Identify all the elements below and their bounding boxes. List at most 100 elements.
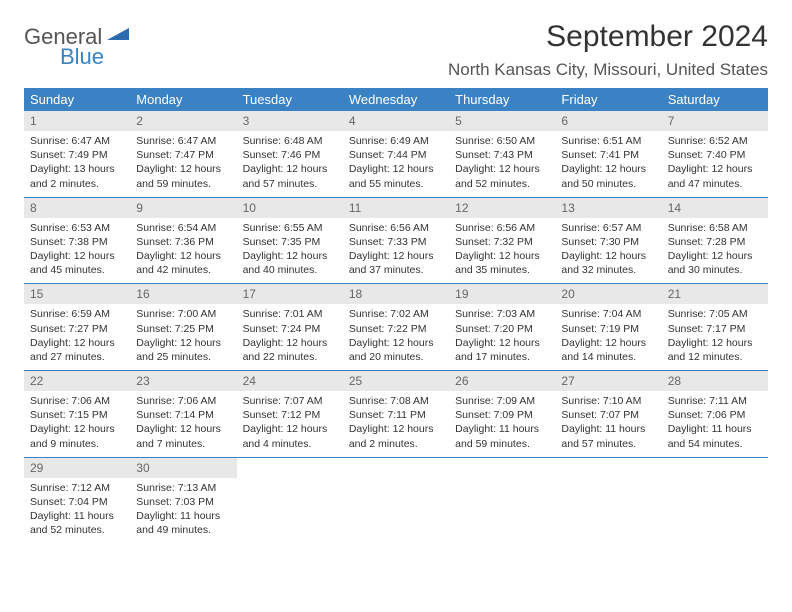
sunset-line: Sunset: 7:27 PM: [30, 322, 124, 336]
day-cell: 13Sunrise: 6:57 AMSunset: 7:30 PMDayligh…: [555, 198, 661, 284]
sunrise-line: Sunrise: 6:56 AM: [455, 221, 549, 235]
daylight-line: Daylight: 11 hours and 49 minutes.: [136, 509, 230, 537]
sunset-line: Sunset: 7:46 PM: [243, 148, 337, 162]
daylight-line: Daylight: 11 hours and 52 minutes.: [30, 509, 124, 537]
day-body: Sunrise: 7:06 AMSunset: 7:14 PMDaylight:…: [130, 391, 236, 457]
daylight-line: Daylight: 12 hours and 47 minutes.: [668, 162, 762, 190]
daylight-line: Daylight: 12 hours and 20 minutes.: [349, 336, 443, 364]
day-cell: 17Sunrise: 7:01 AMSunset: 7:24 PMDayligh…: [237, 284, 343, 370]
daylight-line: Daylight: 12 hours and 55 minutes.: [349, 162, 443, 190]
day-cell: 15Sunrise: 6:59 AMSunset: 7:27 PMDayligh…: [24, 284, 130, 370]
sunset-line: Sunset: 7:44 PM: [349, 148, 443, 162]
sunrise-line: Sunrise: 6:55 AM: [243, 221, 337, 235]
sunset-line: Sunset: 7:09 PM: [455, 408, 549, 422]
day-body: Sunrise: 6:59 AMSunset: 7:27 PMDaylight:…: [24, 304, 130, 370]
sunrise-line: Sunrise: 6:51 AM: [561, 134, 655, 148]
sunrise-line: Sunrise: 6:47 AM: [30, 134, 124, 148]
day-body: Sunrise: 6:47 AMSunset: 7:47 PMDaylight:…: [130, 131, 236, 197]
sunset-line: Sunset: 7:25 PM: [136, 322, 230, 336]
location: North Kansas City, Missouri, United Stat…: [448, 60, 768, 80]
day-body: Sunrise: 7:05 AMSunset: 7:17 PMDaylight:…: [662, 304, 768, 370]
day-header: Tuesday: [237, 88, 343, 111]
day-header: Sunday: [24, 88, 130, 111]
calendar: SundayMondayTuesdayWednesdayThursdayFrid…: [24, 88, 768, 543]
day-body: Sunrise: 7:02 AMSunset: 7:22 PMDaylight:…: [343, 304, 449, 370]
month-title: September 2024: [448, 20, 768, 54]
day-cell: 2Sunrise: 6:47 AMSunset: 7:47 PMDaylight…: [130, 111, 236, 197]
day-body: Sunrise: 6:54 AMSunset: 7:36 PMDaylight:…: [130, 218, 236, 284]
daylight-line: Daylight: 12 hours and 22 minutes.: [243, 336, 337, 364]
day-number: 10: [237, 198, 343, 218]
daylight-line: Daylight: 12 hours and 45 minutes.: [30, 249, 124, 277]
day-body: Sunrise: 6:51 AMSunset: 7:41 PMDaylight:…: [555, 131, 661, 197]
sunset-line: Sunset: 7:03 PM: [136, 495, 230, 509]
daylight-line: Daylight: 12 hours and 2 minutes.: [349, 422, 443, 450]
sunset-line: Sunset: 7:28 PM: [668, 235, 762, 249]
day-cell: 18Sunrise: 7:02 AMSunset: 7:22 PMDayligh…: [343, 284, 449, 370]
sunrise-line: Sunrise: 7:09 AM: [455, 394, 549, 408]
sunset-line: Sunset: 7:04 PM: [30, 495, 124, 509]
daylight-line: Daylight: 12 hours and 32 minutes.: [561, 249, 655, 277]
day-cell: 14Sunrise: 6:58 AMSunset: 7:28 PMDayligh…: [662, 198, 768, 284]
daylight-line: Daylight: 12 hours and 4 minutes.: [243, 422, 337, 450]
daylight-line: Daylight: 12 hours and 52 minutes.: [455, 162, 549, 190]
sunrise-line: Sunrise: 6:56 AM: [349, 221, 443, 235]
sunset-line: Sunset: 7:15 PM: [30, 408, 124, 422]
sunset-line: Sunset: 7:33 PM: [349, 235, 443, 249]
sunset-line: Sunset: 7:06 PM: [668, 408, 762, 422]
sunrise-line: Sunrise: 7:12 AM: [30, 481, 124, 495]
sunset-line: Sunset: 7:07 PM: [561, 408, 655, 422]
day-cell: 6Sunrise: 6:51 AMSunset: 7:41 PMDaylight…: [555, 111, 661, 197]
day-number: 28: [662, 371, 768, 391]
day-cell: 11Sunrise: 6:56 AMSunset: 7:33 PMDayligh…: [343, 198, 449, 284]
sunset-line: Sunset: 7:19 PM: [561, 322, 655, 336]
daylight-line: Daylight: 12 hours and 35 minutes.: [455, 249, 549, 277]
sunrise-line: Sunrise: 6:52 AM: [668, 134, 762, 148]
sunrise-line: Sunrise: 7:00 AM: [136, 307, 230, 321]
sunrise-line: Sunrise: 6:54 AM: [136, 221, 230, 235]
daylight-line: Daylight: 11 hours and 54 minutes.: [668, 422, 762, 450]
sunrise-line: Sunrise: 7:07 AM: [243, 394, 337, 408]
day-number: 16: [130, 284, 236, 304]
sunset-line: Sunset: 7:12 PM: [243, 408, 337, 422]
day-cell: 30Sunrise: 7:13 AMSunset: 7:03 PMDayligh…: [130, 458, 236, 544]
day-cell: 27Sunrise: 7:10 AMSunset: 7:07 PMDayligh…: [555, 371, 661, 457]
day-number: 30: [130, 458, 236, 478]
day-body: Sunrise: 7:06 AMSunset: 7:15 PMDaylight:…: [24, 391, 130, 457]
day-cell: [237, 458, 343, 544]
daylight-line: Daylight: 11 hours and 57 minutes.: [561, 422, 655, 450]
day-number: 23: [130, 371, 236, 391]
day-number: 17: [237, 284, 343, 304]
daylight-line: Daylight: 12 hours and 27 minutes.: [30, 336, 124, 364]
day-cell: 21Sunrise: 7:05 AMSunset: 7:17 PMDayligh…: [662, 284, 768, 370]
daylight-line: Daylight: 12 hours and 25 minutes.: [136, 336, 230, 364]
day-body: Sunrise: 7:08 AMSunset: 7:11 PMDaylight:…: [343, 391, 449, 457]
day-cell: [343, 458, 449, 544]
day-cell: 24Sunrise: 7:07 AMSunset: 7:12 PMDayligh…: [237, 371, 343, 457]
day-number: 9: [130, 198, 236, 218]
sunset-line: Sunset: 7:47 PM: [136, 148, 230, 162]
day-body: Sunrise: 7:07 AMSunset: 7:12 PMDaylight:…: [237, 391, 343, 457]
day-cell: 12Sunrise: 6:56 AMSunset: 7:32 PMDayligh…: [449, 198, 555, 284]
daylight-line: Daylight: 12 hours and 12 minutes.: [668, 336, 762, 364]
sunrise-line: Sunrise: 6:49 AM: [349, 134, 443, 148]
day-body: Sunrise: 6:49 AMSunset: 7:44 PMDaylight:…: [343, 131, 449, 197]
sunrise-line: Sunrise: 7:03 AM: [455, 307, 549, 321]
day-number: 26: [449, 371, 555, 391]
sunrise-line: Sunrise: 7:02 AM: [349, 307, 443, 321]
day-number: 7: [662, 111, 768, 131]
day-cell: 4Sunrise: 6:49 AMSunset: 7:44 PMDaylight…: [343, 111, 449, 197]
daylight-line: Daylight: 12 hours and 50 minutes.: [561, 162, 655, 190]
day-cell: 19Sunrise: 7:03 AMSunset: 7:20 PMDayligh…: [449, 284, 555, 370]
daylight-line: Daylight: 11 hours and 59 minutes.: [455, 422, 549, 450]
day-number: 14: [662, 198, 768, 218]
day-cell: [662, 458, 768, 544]
day-number: 24: [237, 371, 343, 391]
day-header: Wednesday: [343, 88, 449, 111]
day-number: 27: [555, 371, 661, 391]
day-cell: 29Sunrise: 7:12 AMSunset: 7:04 PMDayligh…: [24, 458, 130, 544]
sunrise-line: Sunrise: 7:08 AM: [349, 394, 443, 408]
sunset-line: Sunset: 7:32 PM: [455, 235, 549, 249]
day-cell: 25Sunrise: 7:08 AMSunset: 7:11 PMDayligh…: [343, 371, 449, 457]
day-body: Sunrise: 7:11 AMSunset: 7:06 PMDaylight:…: [662, 391, 768, 457]
